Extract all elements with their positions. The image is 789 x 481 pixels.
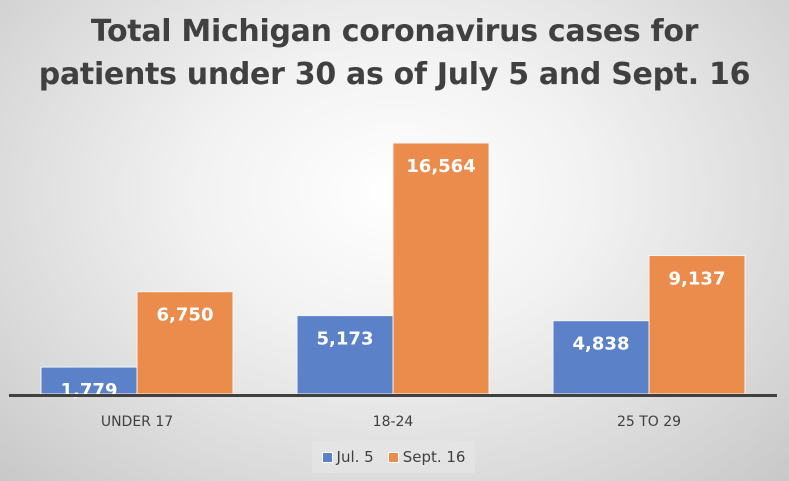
x-tick-label: 25 TO 29 <box>617 414 681 430</box>
bar-jul5-1 <box>296 315 394 395</box>
title-line-1: Total Michigan coronavirus cases for <box>90 14 699 49</box>
legend-swatch-jul5 <box>321 451 333 463</box>
data-label: 6,750 <box>157 305 214 326</box>
data-label: 4,838 <box>573 334 630 355</box>
legend-item-sept16[interactable]: Sept. 16 <box>387 448 466 466</box>
bar-sept16-2 <box>648 255 746 395</box>
legend: Jul. 5 Sept. 16 <box>312 441 475 473</box>
legend-swatch-sept16 <box>387 451 399 463</box>
legend-label-jul5: Jul. 5 <box>336 448 374 466</box>
legend-item-jul5[interactable]: Jul. 5 <box>321 448 374 466</box>
data-label: 9,137 <box>669 269 726 290</box>
data-label: 5,173 <box>317 329 374 350</box>
bar-sept16-1 <box>392 142 490 395</box>
chart-title: Total Michigan coronavirus cases for pat… <box>0 10 789 96</box>
title-line-2: patients under 30 as of July 5 and Sept.… <box>38 57 751 92</box>
data-label: 1,779 <box>61 380 118 401</box>
x-tick-label: 18-24 <box>373 414 414 430</box>
legend-label-sept16: Sept. 16 <box>402 448 466 466</box>
data-label: 16,564 <box>406 156 475 177</box>
bar-jul5-2 <box>552 320 650 395</box>
bar-sept16-0 <box>136 291 234 395</box>
x-tick-label: UNDER 17 <box>101 414 173 430</box>
